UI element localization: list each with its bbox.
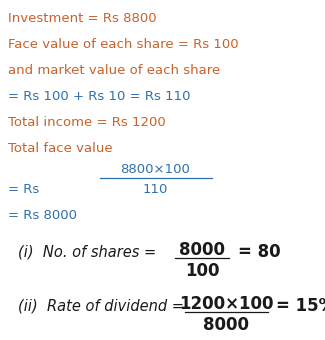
Text: Total income = Rs 1200: Total income = Rs 1200 <box>8 116 166 129</box>
Text: 8000: 8000 <box>203 316 249 334</box>
Text: and market value of each share: and market value of each share <box>8 64 220 77</box>
Text: 110: 110 <box>142 183 168 196</box>
Text: = 15%: = 15% <box>276 297 325 315</box>
Text: = Rs 8000: = Rs 8000 <box>8 209 77 222</box>
Text: Total face value: Total face value <box>8 142 113 155</box>
Text: Face value of each share = Rs 100: Face value of each share = Rs 100 <box>8 38 239 51</box>
Text: = Rs 100 + Rs 10 = Rs 110: = Rs 100 + Rs 10 = Rs 110 <box>8 90 190 103</box>
Text: 8000: 8000 <box>179 241 225 259</box>
Text: (ii)  Rate of dividend =: (ii) Rate of dividend = <box>18 299 184 313</box>
Text: Investment = Rs 8800: Investment = Rs 8800 <box>8 12 157 25</box>
Text: = 80: = 80 <box>238 243 280 261</box>
Text: 8800×100: 8800×100 <box>120 163 190 176</box>
Text: = Rs: = Rs <box>8 183 39 196</box>
Text: 1200×100: 1200×100 <box>179 295 273 313</box>
Text: (i)  No. of shares =: (i) No. of shares = <box>18 244 156 259</box>
Text: 100: 100 <box>185 262 219 280</box>
